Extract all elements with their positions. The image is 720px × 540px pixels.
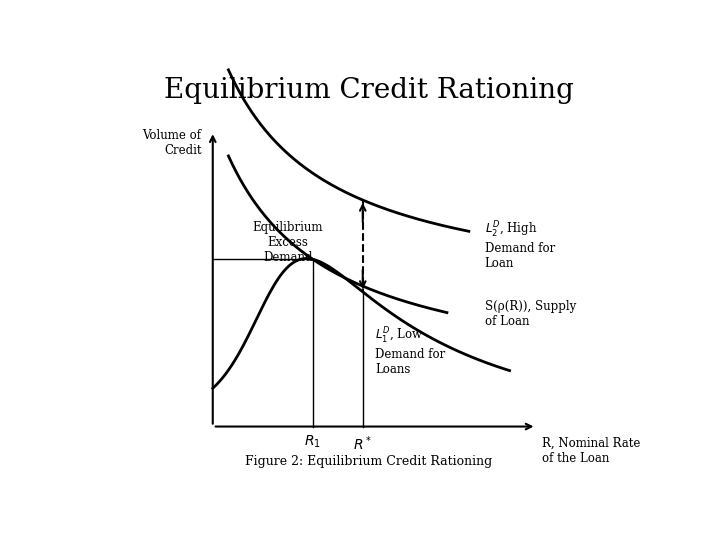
Text: Equilibrium
Excess
Demand: Equilibrium Excess Demand — [253, 221, 323, 264]
Text: Figure 2: Equilibrium Credit Rationing: Figure 2: Equilibrium Credit Rationing — [246, 455, 492, 468]
Text: R, Nominal Rate
of the Loan: R, Nominal Rate of the Loan — [542, 437, 640, 465]
Text: $L_2^D$, High
Demand for
Loan: $L_2^D$, High Demand for Loan — [485, 220, 555, 270]
Text: Equilibrium Credit Rationing: Equilibrium Credit Rationing — [164, 77, 574, 104]
Text: S(ρ(R)), Supply
of Loan: S(ρ(R)), Supply of Loan — [485, 300, 576, 328]
Text: Volume of
Credit: Volume of Credit — [143, 129, 202, 157]
Text: $L_1^D$, Low
Demand for
Loans: $L_1^D$, Low Demand for Loans — [375, 326, 446, 376]
Text: $R_1$: $R_1$ — [305, 434, 321, 450]
Text: $R^*$: $R^*$ — [354, 434, 372, 453]
